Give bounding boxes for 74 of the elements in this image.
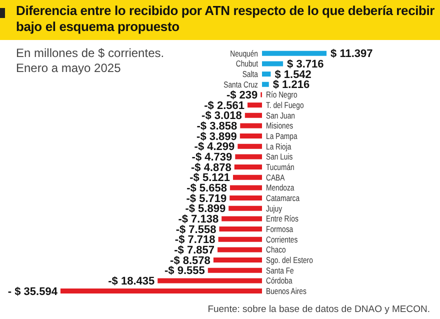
- data-label: -$ 5.899: [185, 203, 226, 216]
- bar: [219, 226, 262, 232]
- y-tick-label: Santa Fe: [266, 266, 294, 276]
- bar: [262, 61, 284, 66]
- source-note: Fuente: sobre la base de datos de DNAO y MECON.: [208, 304, 430, 315]
- data-label: $ 3.716: [287, 58, 324, 71]
- y-tick-label: Córdoba: [266, 276, 293, 286]
- y-tick-label: Corrientes: [266, 234, 298, 245]
- bar: [238, 144, 262, 149]
- data-label: -$ 5.121: [190, 172, 230, 184]
- data-label: -$ 5.719: [186, 192, 227, 205]
- data-label: -$ 7.138: [178, 214, 219, 226]
- bar: [218, 247, 262, 252]
- bar: [222, 216, 262, 222]
- y-tick-label: Jujuy: [266, 204, 282, 214]
- y-tick-label: Neuquén: [230, 48, 258, 59]
- bar: [240, 134, 262, 139]
- bar: [208, 268, 262, 273]
- y-tick-label: Santa Cruz: [224, 80, 258, 90]
- data-label: -$ 3.899: [196, 130, 237, 143]
- bar: [233, 174, 262, 180]
- y-tick-label: Mendoza: [266, 183, 295, 193]
- data-label: $ 11.397: [330, 48, 373, 60]
- bar: [262, 72, 271, 77]
- y-tick-label: CABA: [266, 172, 286, 183]
- bar: [228, 206, 262, 211]
- y-tick-label: Sgo. del Estero: [266, 255, 313, 266]
- data-label: -$ 18.435: [108, 276, 155, 288]
- y-tick-label: Catamarca: [266, 193, 300, 204]
- y-tick-label: Chubut: [236, 59, 259, 69]
- bar: [235, 154, 262, 160]
- bar: [240, 123, 262, 128]
- y-tick-label: San Luis: [266, 152, 293, 162]
- bar: [213, 258, 262, 263]
- data-label: -$ 5.658: [186, 182, 227, 195]
- y-tick-label: San Juan: [266, 110, 295, 121]
- bar: [248, 102, 262, 108]
- bar: [60, 288, 262, 294]
- data-label: -$ 4.878: [191, 162, 232, 174]
- data-label: -$ 7.718: [174, 234, 216, 246]
- data-label: -$ 3.018: [202, 110, 242, 122]
- data-label: -$ 4.299: [194, 141, 235, 154]
- data-label: -$ 239: [226, 90, 258, 102]
- data-label: - $ 35.594: [8, 286, 58, 298]
- data-label: -$ 9.555: [164, 265, 205, 278]
- text: En millones de $ corrientes. Enero a mayo 2025: [16, 46, 166, 76]
- bar: [234, 164, 262, 170]
- data-label: -$ 2.561: [204, 100, 244, 112]
- data-label: -$ 3.858: [196, 120, 238, 133]
- bar: [262, 50, 327, 56]
- bar: [244, 112, 262, 118]
- data-label: -$ 7.558: [176, 224, 216, 236]
- y-tick-label: Chaco: [266, 245, 286, 255]
- chart-title: Diferencia entre lo recibido por ATN respecto de lo que debería recibir bajo el esquema propuesto: [16, 3, 436, 35]
- bar: [158, 278, 262, 284]
- y-tick-label: Buenos Aires: [266, 286, 307, 296]
- data-label: $ 1.542: [274, 68, 312, 81]
- y-tick-label: Río Negro: [266, 90, 298, 100]
- y-tick-label: Tucumán: [266, 162, 294, 172]
- y-tick-label: Entre Ríos: [266, 214, 299, 224]
- bar: [230, 185, 262, 190]
- data-label: -$ 7.857: [174, 244, 215, 257]
- bar: [230, 196, 262, 201]
- y-tick-label: La Pampa: [266, 131, 298, 142]
- data-label: -$ 8.578: [170, 254, 210, 267]
- bar: [218, 236, 262, 242]
- y-tick-label: Formosa: [266, 224, 294, 234]
- bar: [262, 82, 269, 87]
- y-tick-label: Salta: [242, 69, 259, 80]
- y-tick-label: La Rioja: [266, 142, 292, 152]
- y-tick-label: T. del Fuego: [266, 100, 304, 110]
- y-tick-label: Misiones: [266, 121, 294, 131]
- data-label: $ 1.216: [272, 79, 310, 92]
- data-label: -$ 4.739: [192, 152, 232, 164]
